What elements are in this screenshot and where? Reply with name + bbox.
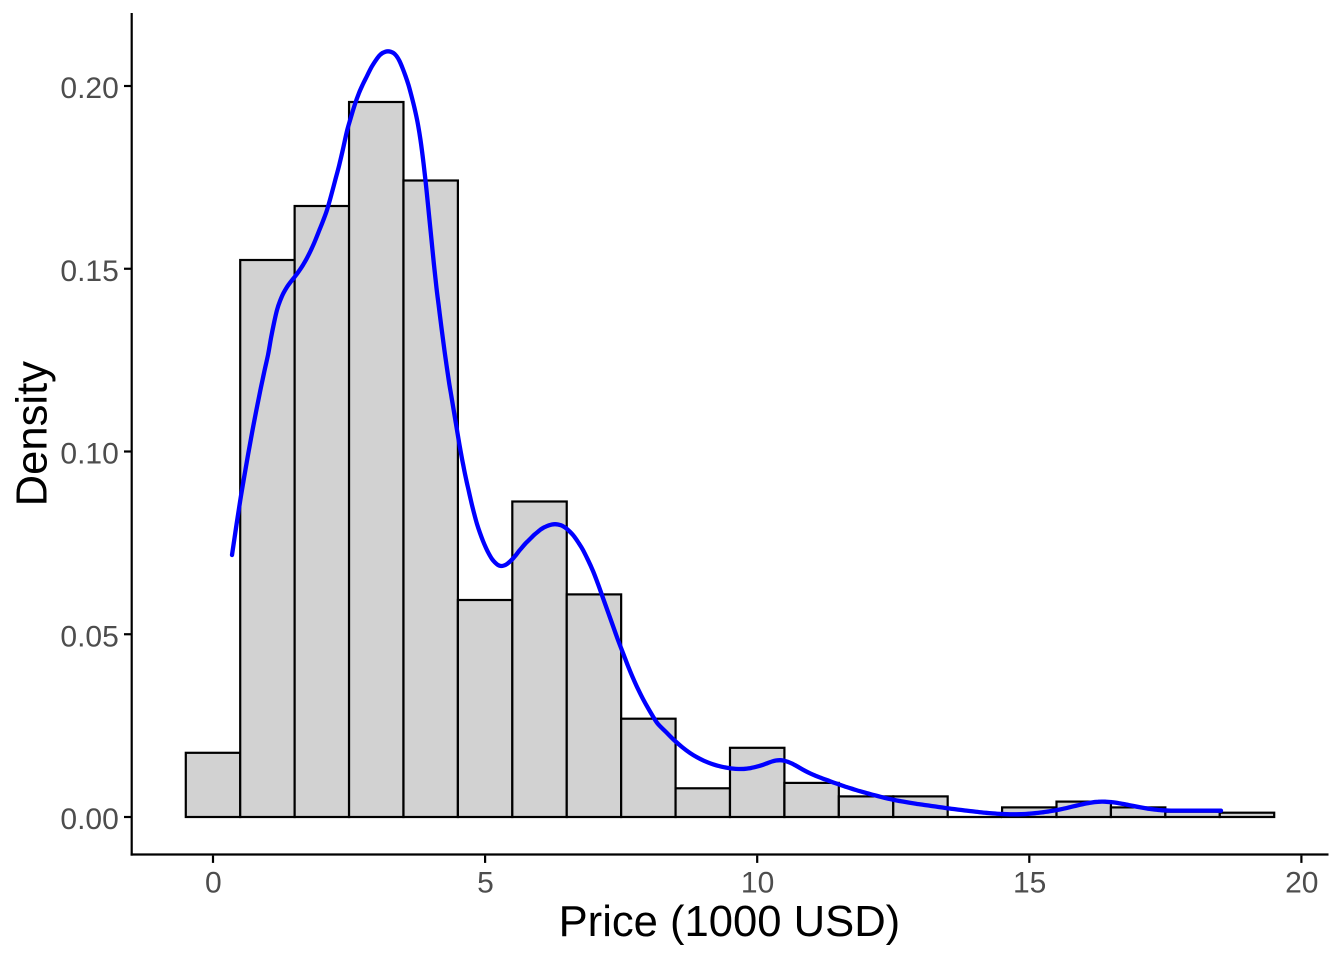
- svg-text:5: 5: [477, 866, 494, 899]
- svg-text:Price (1000 USD): Price (1000 USD): [559, 898, 901, 946]
- svg-text:0.10: 0.10: [60, 438, 118, 471]
- svg-text:0: 0: [205, 866, 222, 899]
- svg-text:15: 15: [1013, 866, 1046, 899]
- svg-text:20: 20: [1285, 866, 1318, 899]
- svg-text:Density: Density: [9, 361, 57, 507]
- svg-text:10: 10: [741, 866, 774, 899]
- svg-text:0.20: 0.20: [60, 72, 118, 105]
- svg-text:0.15: 0.15: [60, 255, 118, 288]
- svg-text:0.05: 0.05: [60, 620, 118, 653]
- svg-text:0.00: 0.00: [60, 803, 118, 836]
